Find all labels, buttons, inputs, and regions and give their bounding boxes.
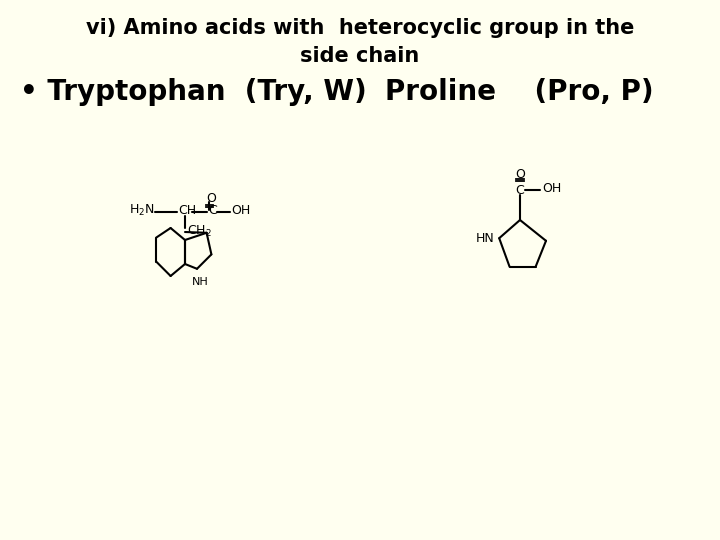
Text: side chain: side chain <box>300 46 420 66</box>
Text: • Tryptophan  (Try, W): • Tryptophan (Try, W) <box>20 78 366 106</box>
Text: HN: HN <box>475 232 494 245</box>
Text: vi) Amino acids with  heterocyclic group in the: vi) Amino acids with heterocyclic group … <box>86 18 634 38</box>
Text: OH: OH <box>542 181 562 194</box>
Text: NH: NH <box>192 277 208 287</box>
Text: OH: OH <box>231 204 251 217</box>
Text: C: C <box>516 184 524 197</box>
Text: C: C <box>208 204 217 217</box>
Text: O: O <box>206 192 216 205</box>
Text: Proline    (Pro, P): Proline (Pro, P) <box>385 78 654 106</box>
Text: O: O <box>515 167 525 180</box>
Text: CH$_2$: CH$_2$ <box>187 224 212 239</box>
Text: CH: CH <box>178 204 196 217</box>
Text: H$_2$N: H$_2$N <box>130 202 155 218</box>
